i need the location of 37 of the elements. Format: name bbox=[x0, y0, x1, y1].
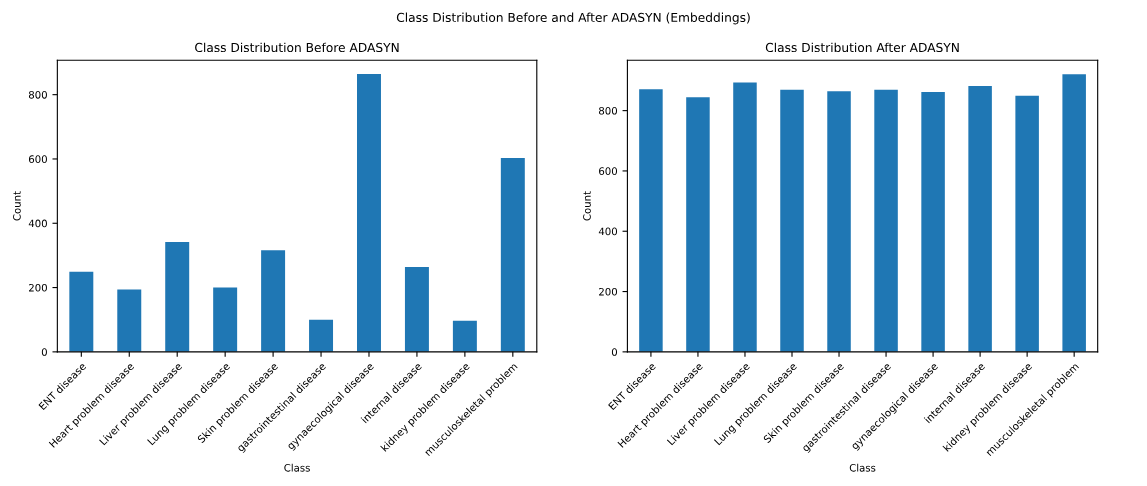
bar bbox=[165, 241, 190, 352]
x-axis-title: Class bbox=[284, 463, 310, 472]
y-tick-label: 200 bbox=[599, 287, 618, 296]
bar bbox=[1015, 95, 1039, 352]
bar bbox=[452, 320, 477, 352]
chart-title: Class Distribution After ADASYN bbox=[765, 42, 959, 53]
bar bbox=[921, 91, 945, 352]
text: Class Distribution Before and After ADASYN (Embeddings) bbox=[396, 12, 750, 25]
y-tick-label: 800 bbox=[28, 90, 47, 99]
bar bbox=[1062, 74, 1086, 352]
y-tick-label: 400 bbox=[598, 227, 618, 236]
y-tick-label: 800 bbox=[599, 106, 618, 115]
bar bbox=[639, 89, 663, 352]
y-tick-label: 0 bbox=[611, 348, 618, 356]
bar bbox=[733, 82, 757, 352]
bar bbox=[686, 97, 710, 352]
chart-title: Class Distribution Before ADASYN bbox=[195, 42, 399, 53]
y-tick-label: 0 bbox=[41, 348, 47, 356]
y-tick-label: 600 bbox=[28, 155, 47, 163]
bar bbox=[780, 89, 804, 352]
bar bbox=[69, 271, 94, 352]
bar bbox=[117, 289, 142, 352]
y-axis-title: Count bbox=[583, 191, 591, 221]
bar bbox=[357, 74, 381, 352]
bar bbox=[500, 158, 525, 352]
y-axis-title: Count bbox=[13, 191, 21, 221]
bar bbox=[404, 266, 429, 352]
y-tick-label: 600 bbox=[599, 167, 618, 175]
bar bbox=[968, 85, 992, 352]
y-tick-label: 400 bbox=[28, 219, 47, 228]
bar bbox=[309, 319, 334, 352]
y-tick-label: 200 bbox=[29, 283, 47, 292]
bar bbox=[213, 287, 238, 352]
bar bbox=[874, 89, 898, 352]
x-axis-title: Class bbox=[849, 463, 876, 472]
bar bbox=[827, 91, 851, 352]
bar bbox=[261, 250, 286, 352]
